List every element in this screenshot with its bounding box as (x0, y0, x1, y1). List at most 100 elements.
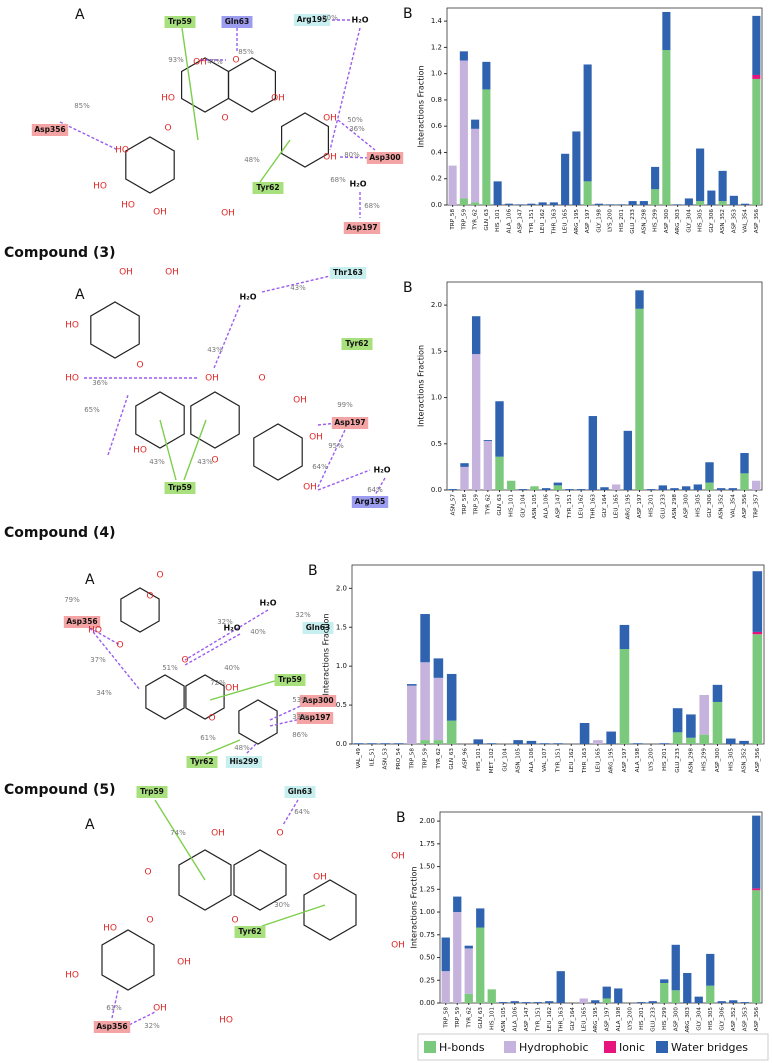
bar-segment (706, 953, 715, 986)
bar-segment (486, 743, 497, 744)
x-tick-label: ASN_53 (383, 748, 389, 770)
y-tick-label: 2.00 (419, 817, 435, 825)
interaction (184, 633, 241, 666)
bar-segment (611, 484, 621, 490)
bar-segment (583, 64, 592, 182)
bar-segment (712, 701, 723, 744)
residue-box (186, 756, 218, 768)
residue-label: Tyr62 (256, 183, 279, 192)
bar-segment (464, 945, 473, 949)
bar-segment (448, 165, 457, 205)
bar-segment (510, 1001, 519, 1003)
interaction (261, 275, 331, 293)
ring (90, 301, 140, 359)
bar-segment (606, 204, 615, 205)
bar-segment (553, 482, 563, 486)
atom-label: HO (103, 924, 117, 934)
percentage-label: 50% (322, 14, 338, 22)
x-tick-label: GLY_304 (696, 1007, 702, 1031)
atom-label: OH (165, 268, 179, 278)
bar-segment (420, 740, 430, 744)
x-tick-label: LEU_162 (579, 494, 585, 518)
x-tick-label: GLY_304 (686, 209, 692, 233)
bar-segment (716, 488, 726, 490)
x-tick-label: TYR_62 (485, 494, 491, 516)
x-tick-label: LYS_200 (608, 209, 614, 232)
bar-segment (538, 202, 547, 205)
x-tick-label: ASP_356 (754, 1007, 760, 1032)
residue-box (63, 616, 101, 628)
bar-segment (459, 51, 468, 61)
y-tick-label: 0.25 (419, 976, 435, 984)
ring (233, 849, 287, 911)
y-tick-label: 0.4 (431, 148, 443, 156)
ring (178, 849, 232, 911)
x-tick-label: HIS_101 (476, 748, 482, 771)
legend-label: H-bonds (439, 1041, 485, 1054)
bar-segment (420, 662, 430, 741)
atom-label: HO (161, 94, 175, 104)
bar-segment (495, 456, 504, 490)
percentage-label: 40% (224, 664, 240, 672)
x-tick-label: TRP_59 (461, 209, 467, 231)
water-label: H₂O (350, 180, 367, 189)
plot-frame (446, 7, 763, 206)
bar-segment (752, 815, 761, 889)
ring (253, 423, 303, 481)
bar-segment (686, 714, 696, 738)
bar-segment (646, 489, 656, 490)
bar-segment (752, 78, 761, 205)
y-tick-label: 0.5 (431, 440, 442, 448)
y-tick-label: 0.0 (431, 486, 442, 494)
panel-letter: B (396, 810, 406, 826)
compound-label: Compound (5) (4, 782, 116, 798)
bar-segment (594, 203, 603, 205)
bar-segment (539, 743, 550, 744)
ring (190, 391, 240, 449)
x-tick-label: ASP_300 (684, 494, 690, 519)
interaction (159, 419, 177, 481)
bar-segment (433, 740, 444, 744)
x-tick-label: LEU_165 (595, 748, 601, 773)
y-tick-label: 0.2 (431, 175, 442, 183)
bar-segment (740, 453, 749, 474)
plot-frame (439, 811, 763, 1004)
bar-segment (600, 487, 609, 490)
y-tick-label: 1.4 (431, 17, 443, 25)
bar-segment (632, 743, 643, 744)
x-tick-label: HIS_299 (662, 1007, 668, 1030)
x-tick-label: TRP_58 (443, 1007, 449, 1029)
y-axis-label: Interactions Fraction (322, 613, 331, 695)
bar-segment (487, 989, 496, 1003)
bar-segment (499, 1002, 508, 1003)
x-tick-label: GLN_63 (449, 748, 455, 770)
bar-segment (441, 971, 450, 1003)
interaction (245, 743, 257, 755)
x-tick-label: TYR_62 (436, 748, 442, 770)
x-tick-label: GLU_233 (675, 748, 681, 773)
percentage-label: 74% (170, 829, 186, 837)
x-tick-label: ASP_197 (622, 748, 628, 773)
atom-label: O (164, 124, 171, 134)
bar-segment (717, 1001, 726, 1003)
percentage-label: 61% (200, 734, 216, 742)
atom-label: HO (133, 446, 147, 456)
ring (145, 674, 185, 720)
x-tick-label: ASP_300 (715, 748, 721, 773)
ring (228, 57, 276, 113)
x-tick-label: ASN_105 (501, 1007, 507, 1032)
bar-segment (699, 734, 709, 744)
residue-box (274, 674, 306, 686)
percentage-label: 64% (312, 463, 328, 471)
x-tick-label: HIS_305 (698, 209, 704, 232)
percentage-label: 36% (349, 125, 365, 133)
residue-box (302, 622, 334, 634)
x-tick-label: HIS_305 (695, 494, 701, 517)
y-tick-label: 0.75 (419, 931, 435, 939)
ring (281, 112, 329, 168)
percentage-label: 68% (364, 202, 380, 210)
x-tick-label: THR_163 (551, 209, 557, 235)
y-tick-label: 1.00 (419, 908, 435, 916)
residue-label: Trp59 (168, 483, 192, 492)
y-tick-label: 1.2 (431, 43, 442, 51)
